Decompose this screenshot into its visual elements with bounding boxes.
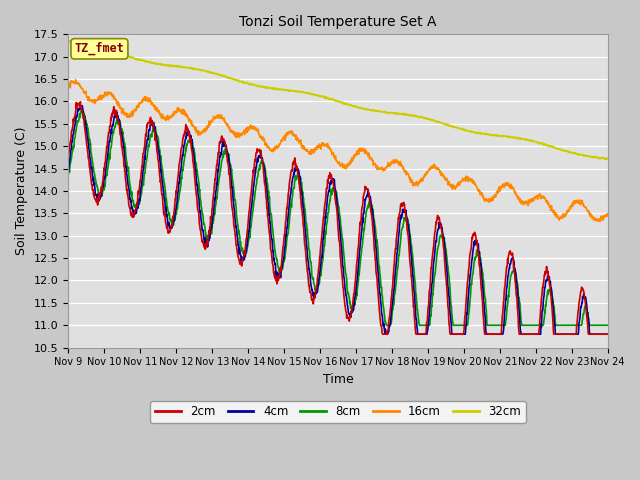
2cm bbox=[541, 272, 548, 277]
X-axis label: Time: Time bbox=[323, 373, 353, 386]
32cm bbox=[604, 156, 612, 161]
32cm bbox=[171, 63, 179, 69]
8cm bbox=[422, 323, 430, 328]
32cm bbox=[601, 156, 609, 162]
2cm bbox=[422, 328, 430, 334]
2cm bbox=[77, 99, 84, 105]
2cm bbox=[493, 331, 500, 337]
Text: TZ_fmet: TZ_fmet bbox=[74, 42, 124, 56]
8cm bbox=[64, 168, 72, 174]
Y-axis label: Soil Temperature (C): Soil Temperature (C) bbox=[15, 127, 28, 255]
8cm bbox=[184, 137, 192, 143]
32cm bbox=[540, 142, 547, 147]
Line: 16cm: 16cm bbox=[68, 80, 608, 221]
4cm bbox=[493, 331, 500, 337]
Legend: 2cm, 4cm, 8cm, 16cm, 32cm: 2cm, 4cm, 8cm, 16cm, 32cm bbox=[150, 400, 525, 423]
4cm bbox=[382, 331, 390, 337]
8cm bbox=[172, 215, 179, 220]
Line: 32cm: 32cm bbox=[68, 40, 608, 159]
Line: 8cm: 8cm bbox=[68, 109, 608, 325]
32cm bbox=[244, 81, 252, 86]
2cm bbox=[379, 331, 387, 337]
16cm bbox=[172, 109, 179, 115]
8cm bbox=[493, 323, 500, 328]
Line: 2cm: 2cm bbox=[68, 102, 608, 334]
8cm bbox=[79, 106, 86, 112]
16cm bbox=[245, 126, 253, 132]
16cm bbox=[604, 211, 612, 217]
4cm bbox=[245, 229, 253, 235]
4cm bbox=[541, 288, 548, 294]
8cm bbox=[245, 237, 253, 242]
2cm bbox=[184, 132, 192, 137]
16cm bbox=[595, 218, 603, 224]
4cm bbox=[604, 331, 612, 337]
16cm bbox=[422, 172, 429, 178]
8cm bbox=[383, 323, 390, 328]
16cm bbox=[64, 84, 72, 89]
4cm bbox=[172, 210, 179, 216]
2cm bbox=[64, 157, 72, 163]
4cm bbox=[422, 331, 430, 337]
32cm bbox=[184, 65, 192, 71]
16cm bbox=[184, 115, 192, 121]
32cm bbox=[492, 133, 500, 139]
16cm bbox=[72, 77, 79, 83]
Title: Tonzi Soil Temperature Set A: Tonzi Soil Temperature Set A bbox=[239, 15, 436, 29]
32cm bbox=[64, 37, 72, 43]
4cm bbox=[64, 168, 72, 174]
16cm bbox=[540, 194, 548, 200]
2cm bbox=[245, 211, 253, 217]
2cm bbox=[172, 196, 179, 202]
16cm bbox=[493, 190, 500, 196]
4cm bbox=[184, 131, 192, 136]
4cm bbox=[77, 102, 84, 108]
Line: 4cm: 4cm bbox=[68, 105, 608, 334]
8cm bbox=[541, 315, 548, 321]
8cm bbox=[604, 323, 612, 328]
32cm bbox=[422, 116, 429, 121]
2cm bbox=[604, 331, 612, 337]
